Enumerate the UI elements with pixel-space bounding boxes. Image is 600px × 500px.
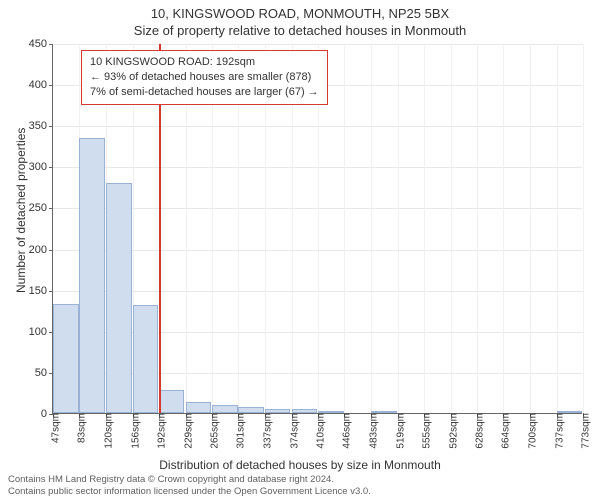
histogram-bar	[371, 411, 397, 413]
histogram-bar	[557, 411, 583, 413]
y-tick-mark	[49, 126, 53, 127]
y-tick-mark	[49, 208, 53, 209]
y-axis-label: Number of detached properties	[14, 128, 28, 293]
x-tick-label: 229sqm	[177, 413, 194, 449]
x-tick-label: 555sqm	[415, 413, 432, 449]
gridline-v	[451, 44, 452, 413]
histogram-bar	[212, 405, 238, 413]
histogram-bar	[53, 304, 79, 413]
callout-line: ← 93% of detached houses are smaller (87…	[90, 70, 319, 85]
x-tick-label: 47sqm	[45, 413, 62, 443]
x-tick-label: 192sqm	[150, 413, 167, 449]
x-tick-label: 700sqm	[521, 413, 538, 449]
callout-box: 10 KINGSWOOD ROAD: 192sqm← 93% of detach…	[81, 50, 328, 105]
chart-subtitle: Size of property relative to detached ho…	[0, 21, 600, 38]
x-tick-label: 773sqm	[575, 413, 592, 449]
x-tick-label: 337sqm	[256, 413, 273, 449]
histogram-bar	[186, 402, 212, 413]
x-tick-label: 265sqm	[204, 413, 221, 449]
histogram-bar	[159, 390, 185, 413]
y-tick-mark	[49, 291, 53, 292]
plot-area: 05010015020025030035040045047sqm83sqm120…	[52, 44, 582, 414]
y-tick-mark	[49, 44, 53, 45]
histogram-bar	[318, 411, 344, 413]
attribution-footer: Contains HM Land Registry data © Crown c…	[8, 474, 371, 498]
x-tick-label: 83sqm	[71, 413, 88, 443]
gridline-v	[503, 44, 504, 413]
chart-container: 10, KINGSWOOD ROAD, MONMOUTH, NP25 5BX S…	[0, 0, 600, 500]
gridline-v	[371, 44, 372, 413]
histogram-bar	[292, 409, 318, 413]
y-tick-mark	[49, 167, 53, 168]
x-tick-label: 446sqm	[336, 413, 353, 449]
gridline-v	[530, 44, 531, 413]
histogram-bar	[265, 409, 291, 413]
x-tick-label: 628sqm	[469, 413, 486, 449]
histogram-bar	[106, 183, 132, 413]
y-tick-mark	[49, 250, 53, 251]
y-tick-mark	[49, 85, 53, 86]
x-tick-label: 410sqm	[310, 413, 327, 449]
chart-plot-wrap: 05010015020025030035040045047sqm83sqm120…	[52, 44, 582, 414]
gridline-v	[557, 44, 558, 413]
x-tick-label: 374sqm	[283, 413, 300, 449]
gridline-v	[477, 44, 478, 413]
x-tick-label: 156sqm	[124, 413, 141, 449]
footer-line-2: Contains public sector information licen…	[8, 486, 371, 498]
chart-title: 10, KINGSWOOD ROAD, MONMOUTH, NP25 5BX	[0, 0, 600, 21]
x-tick-label: 737sqm	[548, 413, 565, 449]
x-tick-label: 664sqm	[495, 413, 512, 449]
histogram-bar	[79, 138, 105, 413]
gridline-v	[583, 44, 584, 413]
x-axis-label: Distribution of detached houses by size …	[0, 458, 600, 472]
histogram-bar	[238, 407, 264, 413]
callout-line: 10 KINGSWOOD ROAD: 192sqm	[90, 55, 319, 70]
x-tick-label: 120sqm	[98, 413, 115, 449]
gridline-v	[424, 44, 425, 413]
gridline-v	[398, 44, 399, 413]
gridline-v	[344, 44, 345, 413]
histogram-bar	[133, 305, 159, 413]
x-tick-label: 483sqm	[363, 413, 380, 449]
x-tick-label: 592sqm	[442, 413, 459, 449]
callout-line: 7% of semi-detached houses are larger (6…	[90, 85, 319, 100]
footer-line-1: Contains HM Land Registry data © Crown c…	[8, 474, 371, 486]
x-tick-label: 519sqm	[389, 413, 406, 449]
x-tick-label: 301sqm	[230, 413, 247, 449]
